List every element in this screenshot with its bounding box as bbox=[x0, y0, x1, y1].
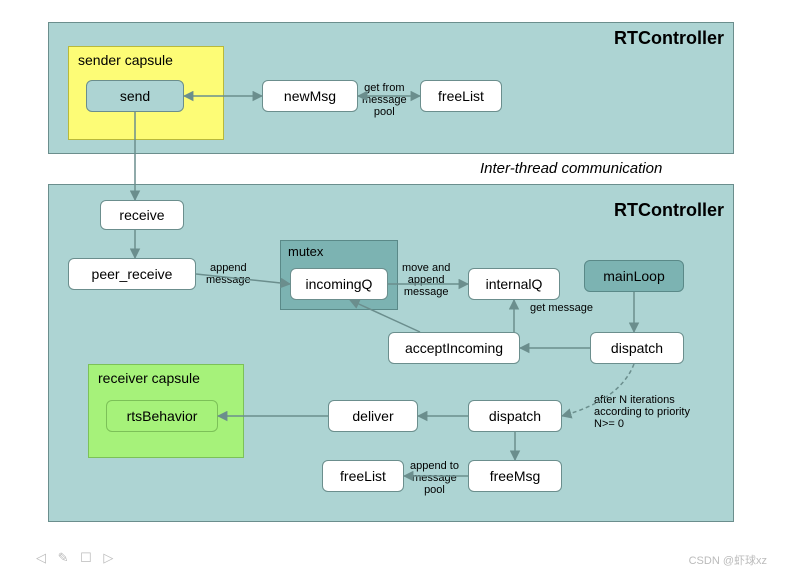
edge-after-n: after N iterationsaccording to priorityN… bbox=[594, 394, 690, 430]
edge-move-append: move andappendmessage bbox=[402, 262, 450, 298]
edge-get-message: get message bbox=[530, 302, 593, 314]
node-dispatch-bottom: dispatch bbox=[468, 400, 562, 432]
node-freemsg: freeMsg bbox=[468, 460, 562, 492]
mutex-label: mutex bbox=[288, 244, 323, 259]
top-rtcontroller-title: RTController bbox=[614, 28, 724, 49]
node-acceptincoming: acceptIncoming bbox=[388, 332, 520, 364]
node-peer-receive: peer_receive bbox=[68, 258, 196, 290]
receiver-capsule-label: receiver capsule bbox=[98, 370, 200, 386]
node-freelist-bottom: freeList bbox=[322, 460, 404, 492]
node-freelist-top: freeList bbox=[420, 80, 502, 112]
sender-capsule-label: sender capsule bbox=[78, 52, 173, 68]
node-receive: receive bbox=[100, 200, 184, 230]
bottom-rtcontroller-title: RTController bbox=[614, 200, 724, 221]
edge-append-pool: append tomessagepool bbox=[410, 460, 459, 496]
node-send: send bbox=[86, 80, 184, 112]
edge-get-from-pool: get frommessagepool bbox=[362, 82, 407, 118]
edge-append-message: appendmessage bbox=[206, 262, 251, 286]
node-incomingq: incomingQ bbox=[290, 268, 388, 300]
node-rtsbehavior: rtsBehavior bbox=[106, 400, 218, 432]
footer-icons: ◁ ✎ ☐ ▷ bbox=[36, 550, 117, 566]
node-deliver: deliver bbox=[328, 400, 418, 432]
node-internalq: internalQ bbox=[468, 268, 560, 300]
watermark: CSDN @虾球xz bbox=[689, 552, 767, 568]
node-mainloop: mainLoop bbox=[584, 260, 684, 292]
diagram-canvas: RTController sender capsule RTController… bbox=[0, 0, 797, 574]
node-newmsg: newMsg bbox=[262, 80, 358, 112]
node-dispatch-top: dispatch bbox=[590, 332, 684, 364]
inter-thread-label: Inter-thread communication bbox=[480, 160, 662, 177]
